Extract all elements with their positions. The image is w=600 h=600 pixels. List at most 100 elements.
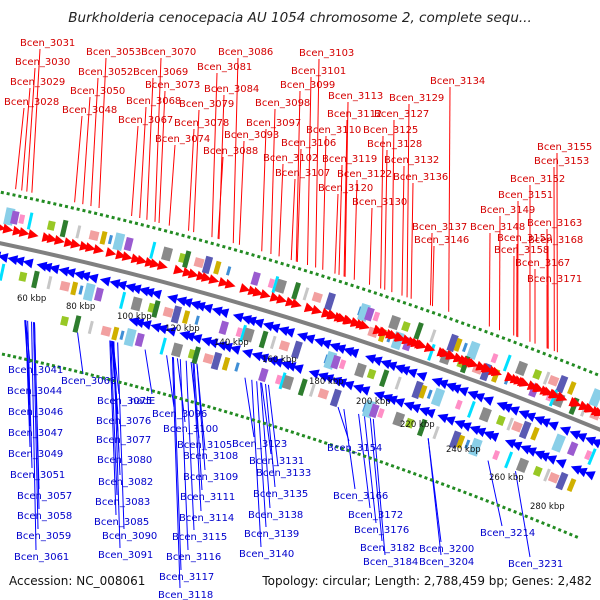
- reverse-gene-arrow: [207, 338, 219, 349]
- gene-label: Bcen_3123: [232, 439, 287, 450]
- gc-tick: [408, 302, 413, 307]
- forward-gene-arrow: [252, 286, 264, 297]
- gene-label: Bcen_3068: [126, 96, 181, 107]
- reverse-gene-arrow: [437, 413, 449, 424]
- gene-label: Bcen_3030: [15, 57, 70, 68]
- gene-label: Bcen_3163: [527, 218, 582, 229]
- leader-line: [172, 357, 182, 571]
- reverse-gene-arrow: [336, 378, 348, 388]
- gc-tick: [546, 523, 551, 528]
- leader-line: [261, 382, 272, 455]
- reverse-gene-arrow: [189, 300, 201, 311]
- gc-tick: [262, 421, 267, 426]
- forward-gene-arrow: [467, 358, 479, 368]
- cog-block: [59, 280, 71, 292]
- cog-block: [427, 343, 436, 361]
- forward-gene-arrow: [18, 227, 30, 237]
- gc-tick: [128, 220, 133, 224]
- gene-label: Bcen_3152: [510, 174, 565, 185]
- gc-tick: [518, 512, 523, 517]
- reverse-gene-arrow: [191, 334, 203, 344]
- reverse-gene-arrow: [130, 284, 142, 295]
- gc-tick: [518, 342, 523, 347]
- gc-tick: [134, 221, 139, 226]
- gc-tick: [286, 263, 290, 268]
- reverse-gene-arrow: [320, 339, 332, 350]
- gc-tick: [34, 360, 39, 364]
- gc-tick: [429, 478, 434, 482]
- reverse-gene-arrow: [403, 401, 415, 412]
- gc-tick: [68, 367, 72, 372]
- gc-tick: [318, 439, 323, 444]
- leader-line: [363, 415, 377, 524]
- gene-label: Bcen_3148: [470, 222, 525, 233]
- gene-label: Bcen_3100: [163, 424, 218, 435]
- gc-tick: [466, 323, 471, 328]
- gene-label: Bcen_3135: [253, 489, 308, 500]
- gene-label: Bcen_3073: [145, 80, 200, 91]
- gc-tick: [535, 518, 540, 523]
- cog-block: [567, 381, 577, 396]
- leader-line: [488, 232, 491, 327]
- gene-label: Bcen_3091: [98, 550, 153, 561]
- cog-block: [468, 437, 483, 457]
- reverse-gene-arrow: [156, 324, 168, 335]
- gc-tick: [216, 243, 220, 247]
- cog-block: [354, 362, 367, 378]
- gc-tick: [195, 401, 200, 406]
- gene-label: Bcen_3076: [96, 416, 151, 427]
- gc-tick: [268, 423, 272, 428]
- reverse-gene-arrow: [64, 268, 76, 279]
- reverse-gene-arrow: [518, 410, 530, 420]
- gene-label: Bcen_3107: [275, 168, 330, 179]
- cog-block: [87, 320, 94, 335]
- leader-line: [146, 77, 154, 220]
- gc-tick: [207, 404, 211, 409]
- gc-tick: [529, 516, 534, 521]
- gc-tick: [478, 327, 483, 332]
- gene-label: Bcen_3088: [203, 146, 258, 157]
- reverse-gene-arrow: [216, 341, 228, 351]
- reverse-gene-arrow: [559, 426, 572, 436]
- forward-gene-arrow: [70, 238, 82, 249]
- reverse-gene-arrow: [399, 366, 411, 376]
- leader-line: [188, 128, 195, 231]
- gc-tick: [218, 408, 222, 412]
- gc-tick: [122, 218, 127, 223]
- gc-tick: [239, 249, 244, 254]
- reverse-gene-arrow: [469, 425, 481, 436]
- leader-line: [380, 135, 384, 289]
- gc-tick: [187, 235, 191, 239]
- gc-tick: [212, 406, 217, 411]
- gc-tick: [351, 450, 356, 455]
- gene-label: Bcen_3067: [118, 115, 173, 126]
- forward-gene-arrow: [53, 234, 65, 245]
- gene-label: Bcen_3110: [306, 125, 361, 136]
- gc-tick: [361, 287, 366, 292]
- cog-block: [72, 315, 82, 333]
- reverse-gene-arrow: [323, 374, 335, 384]
- reverse-gene-arrow: [348, 348, 360, 359]
- gc-tick: [6, 191, 10, 196]
- gc-tick: [175, 232, 180, 236]
- kbp-label: 100 kbp: [117, 312, 152, 322]
- reverse-gene-arrow: [460, 422, 472, 432]
- reverse-gene-arrow: [7, 255, 19, 265]
- gene-label: Bcen_3129: [389, 93, 444, 104]
- gc-tick: [251, 253, 255, 257]
- cog-block: [100, 325, 112, 337]
- gc-tick: [321, 274, 325, 278]
- reverse-gene-arrow: [140, 320, 152, 330]
- top-gene-labels: Bcen_3031Bcen_3030Bcen_3029Bcen_3028Bcen…: [4, 38, 592, 285]
- gene-label: Bcen_3106: [281, 138, 336, 149]
- forward-gene-arrow: [105, 247, 117, 257]
- reverse-gene-arrow: [232, 312, 244, 323]
- reverse-gene-arrow: [269, 323, 281, 334]
- gene-label: Bcen_3078: [174, 118, 229, 129]
- gene-label: Bcen_3074: [155, 134, 210, 145]
- gc-tick: [390, 296, 395, 301]
- reverse-gene-arrow: [262, 321, 274, 332]
- reverse-gene-arrow: [457, 387, 469, 397]
- gc-tick: [145, 387, 150, 392]
- reverse-gene-arrow: [482, 396, 494, 406]
